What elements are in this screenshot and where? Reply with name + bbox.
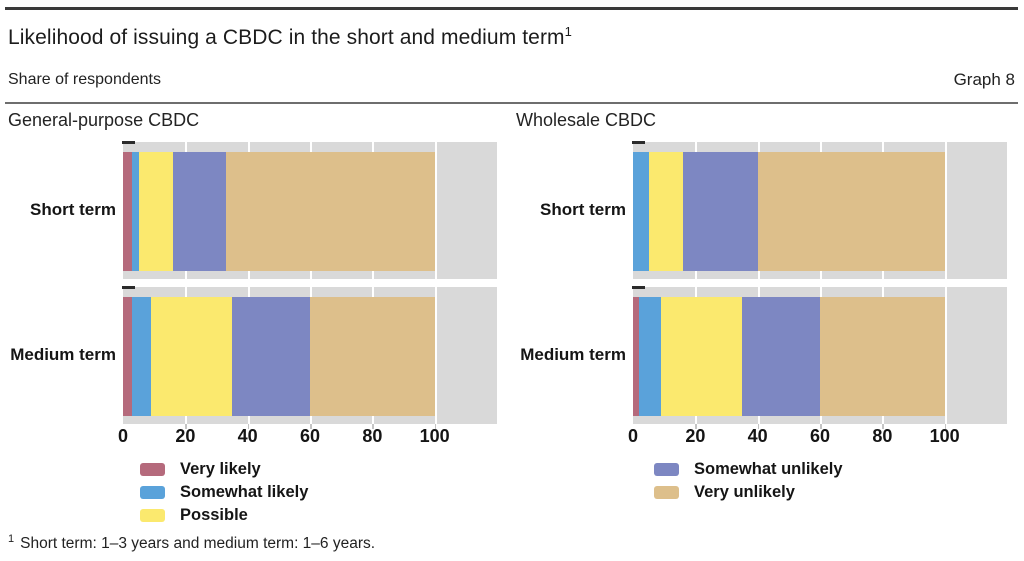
stacked-bar-medium-term: [123, 297, 497, 416]
x-axis-tick: [944, 424, 947, 429]
bar-segment-somewhat-likely: [639, 297, 662, 416]
category-label-short-term: Short term: [540, 199, 626, 219]
footnote-text: Short term: 1–3 years and medium term: 1…: [20, 535, 376, 553]
bar-segment-somewhat-likely: [132, 297, 152, 416]
axis-units-label: Share of respondents: [8, 71, 161, 88]
stacked-bar-short-term: [633, 152, 1007, 271]
x-tick-label: 80: [362, 426, 383, 446]
legend-label: Very likely: [180, 460, 261, 478]
axis-stub-tick: [122, 286, 135, 289]
gridline: [944, 142, 947, 279]
graph-number: Graph 8: [953, 70, 1015, 89]
panel-title-wholesale: Wholesale CBDC: [516, 110, 657, 130]
x-tick-label: 80: [872, 426, 893, 446]
top-rule: [5, 7, 1018, 10]
legend-item-possible: Possible: [140, 504, 248, 527]
bar-segment-possible: [661, 297, 743, 416]
x-tick-label: 0: [117, 426, 129, 446]
footnote-marker: 1: [8, 533, 15, 545]
bar-segment-somewhat-likely: [132, 152, 139, 271]
title-footnote-marker: 1: [564, 24, 572, 39]
x-axis-tick: [820, 424, 822, 429]
x-axis-tick: [185, 424, 187, 429]
x-axis-tick: [310, 424, 312, 429]
legend-label: Possible: [180, 506, 248, 524]
bar-segment-very-unlikely: [820, 297, 945, 416]
legend-item-somewhat-likely: Somewhat likely: [140, 481, 308, 504]
bar-segment-very-unlikely: [757, 152, 945, 271]
legend-label: Somewhat likely: [180, 483, 309, 501]
legend-item-very-likely: Very likely: [140, 458, 261, 481]
x-axis-tick: [434, 424, 437, 429]
legend-item-very-unlikely: Very unlikely: [654, 481, 795, 504]
page-title-text: Likelihood of issuing a CBDC in the shor…: [8, 26, 565, 49]
panel-title-general-purpose: General-purpose CBDC: [8, 110, 200, 130]
stacked-bar-medium-term: [633, 297, 1007, 416]
legend-label: Very unlikely: [694, 483, 795, 501]
x-axis-tick: [372, 424, 374, 429]
gridline: [434, 287, 437, 424]
bar-segment-very-likely: [633, 297, 640, 416]
bar-segment-possible: [648, 152, 683, 271]
bar-segment-possible: [151, 297, 233, 416]
bar-segment-very-unlikely: [225, 152, 435, 271]
bar-segment-somewhat-unlikely: [172, 152, 226, 271]
x-tick-label: 40: [237, 426, 258, 446]
stacked-bar-short-term: [123, 152, 497, 271]
category-label-short-term: Short term: [30, 199, 116, 219]
axis-stub-tick: [632, 141, 645, 144]
bar-segment-possible: [138, 152, 173, 271]
plot-row-wholesale-cbdc-short-term: [632, 141, 1007, 279]
bar-segment-somewhat-unlikely: [232, 297, 310, 416]
axis-stub-tick: [632, 286, 645, 289]
header-rule: [5, 102, 1018, 104]
x-tick-label: 60: [809, 426, 831, 446]
plot-row-general-purpose-cbdc-short-term: [122, 141, 497, 279]
footnote: 1 Short term: 1–3 years and medium term: …: [8, 533, 375, 553]
x-tick-label: 100: [929, 426, 960, 446]
x-axis-tick: [757, 424, 760, 429]
x-tick-label: 20: [685, 426, 706, 446]
legend-swatch-very-unlikely: [654, 486, 679, 499]
bar-segment-somewhat-unlikely: [682, 152, 758, 271]
bar-segment-somewhat-likely: [633, 152, 649, 271]
x-tick-label: 40: [747, 426, 768, 446]
bar-segment-very-unlikely: [310, 297, 435, 416]
x-tick-label: 100: [419, 426, 450, 446]
legend-swatch-somewhat-likely: [140, 486, 165, 499]
x-axis-tick: [247, 424, 250, 429]
category-label-medium-term: Medium term: [520, 344, 626, 364]
x-tick-label: 20: [175, 426, 196, 446]
legend-swatch-possible: [140, 509, 165, 522]
x-axis-tick: [695, 424, 697, 429]
bar-segment-very-likely: [123, 152, 133, 271]
gridline: [944, 287, 947, 424]
legend-swatch-very-likely: [140, 463, 165, 476]
legend-label: Somewhat unlikely: [694, 460, 843, 478]
x-tick-label: 0: [627, 426, 639, 446]
category-label-medium-term: Medium term: [10, 344, 116, 364]
axis-stub-tick: [122, 141, 135, 144]
legend-item-somewhat-unlikely: Somewhat unlikely: [654, 458, 843, 481]
bar-segment-somewhat-unlikely: [742, 297, 820, 416]
gridline: [434, 142, 437, 279]
x-axis-tick: [882, 424, 884, 429]
page-title: Likelihood of issuing a CBDC in the shor…: [8, 24, 572, 50]
plot-row-wholesale-cbdc-medium-term: [632, 286, 1007, 424]
bar-segment-very-likely: [123, 297, 133, 416]
x-tick-label: 60: [299, 426, 321, 446]
plot-row-general-purpose-cbdc-medium-term: [122, 286, 497, 424]
legend-swatch-somewhat-unlikely: [654, 463, 679, 476]
